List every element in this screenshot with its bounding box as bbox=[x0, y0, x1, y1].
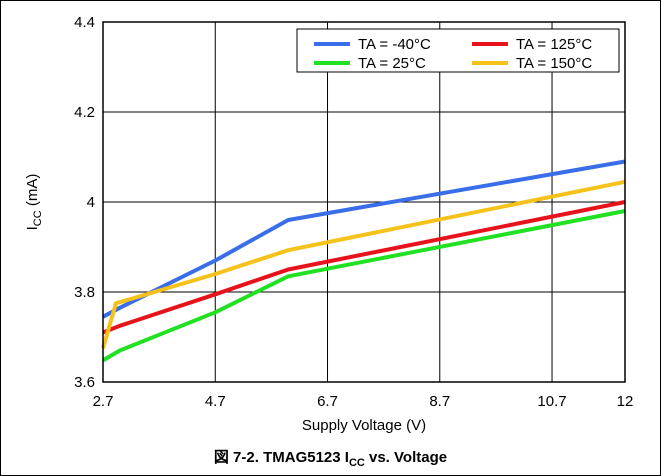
figure-caption: 図 7-2. TMAG5123 ICC vs. Voltage bbox=[213, 449, 448, 469]
x-tick-label: 2.7 bbox=[93, 393, 114, 410]
x-tick-label: 8.7 bbox=[429, 393, 450, 410]
legend-label: TA = 125°C bbox=[516, 36, 592, 53]
legend-label: TA = -40°C bbox=[358, 36, 431, 53]
series-line bbox=[102, 159, 626, 319]
legend-box bbox=[296, 28, 620, 73]
y-tick-label: 4.2 bbox=[74, 104, 95, 121]
series-lines bbox=[101, 159, 626, 363]
legend: TA = -40°C TA = 125°C TA = 25°C TA = 150°C bbox=[296, 28, 620, 73]
y-tick-labels: 3.6 3.8 4 4.2 4.4 bbox=[74, 14, 95, 391]
plot-border bbox=[102, 21, 626, 383]
series-line bbox=[101, 209, 626, 363]
x-tick-label: 4.7 bbox=[205, 393, 226, 410]
x-tick-labels: 2.7 4.7 6.7 8.7 10.7 12 bbox=[93, 393, 634, 410]
y-tick-label: 3.8 bbox=[74, 284, 95, 301]
x-tick-label: 10.7 bbox=[537, 393, 566, 410]
series-line bbox=[101, 179, 626, 349]
y-tick-label: 4.4 bbox=[74, 14, 95, 31]
legend-label: TA = 150°C bbox=[516, 55, 592, 72]
y-tick-label: 3.6 bbox=[74, 374, 95, 391]
x-tick-label: 6.7 bbox=[317, 393, 338, 410]
x-tick-label: 12 bbox=[617, 393, 634, 410]
y-axis-label: ICC (mA) bbox=[24, 174, 44, 231]
series-line bbox=[102, 200, 626, 335]
line-chart: 2.7 4.7 6.7 8.7 10.7 12 3.6 3.8 4 4.2 4.4 Supply … bbox=[24, 14, 634, 434]
y-tick-label: 4 bbox=[87, 194, 95, 211]
legend-label: TA = 25°C bbox=[358, 55, 426, 72]
x-axis-label: Supply Voltage (V) bbox=[302, 417, 426, 434]
